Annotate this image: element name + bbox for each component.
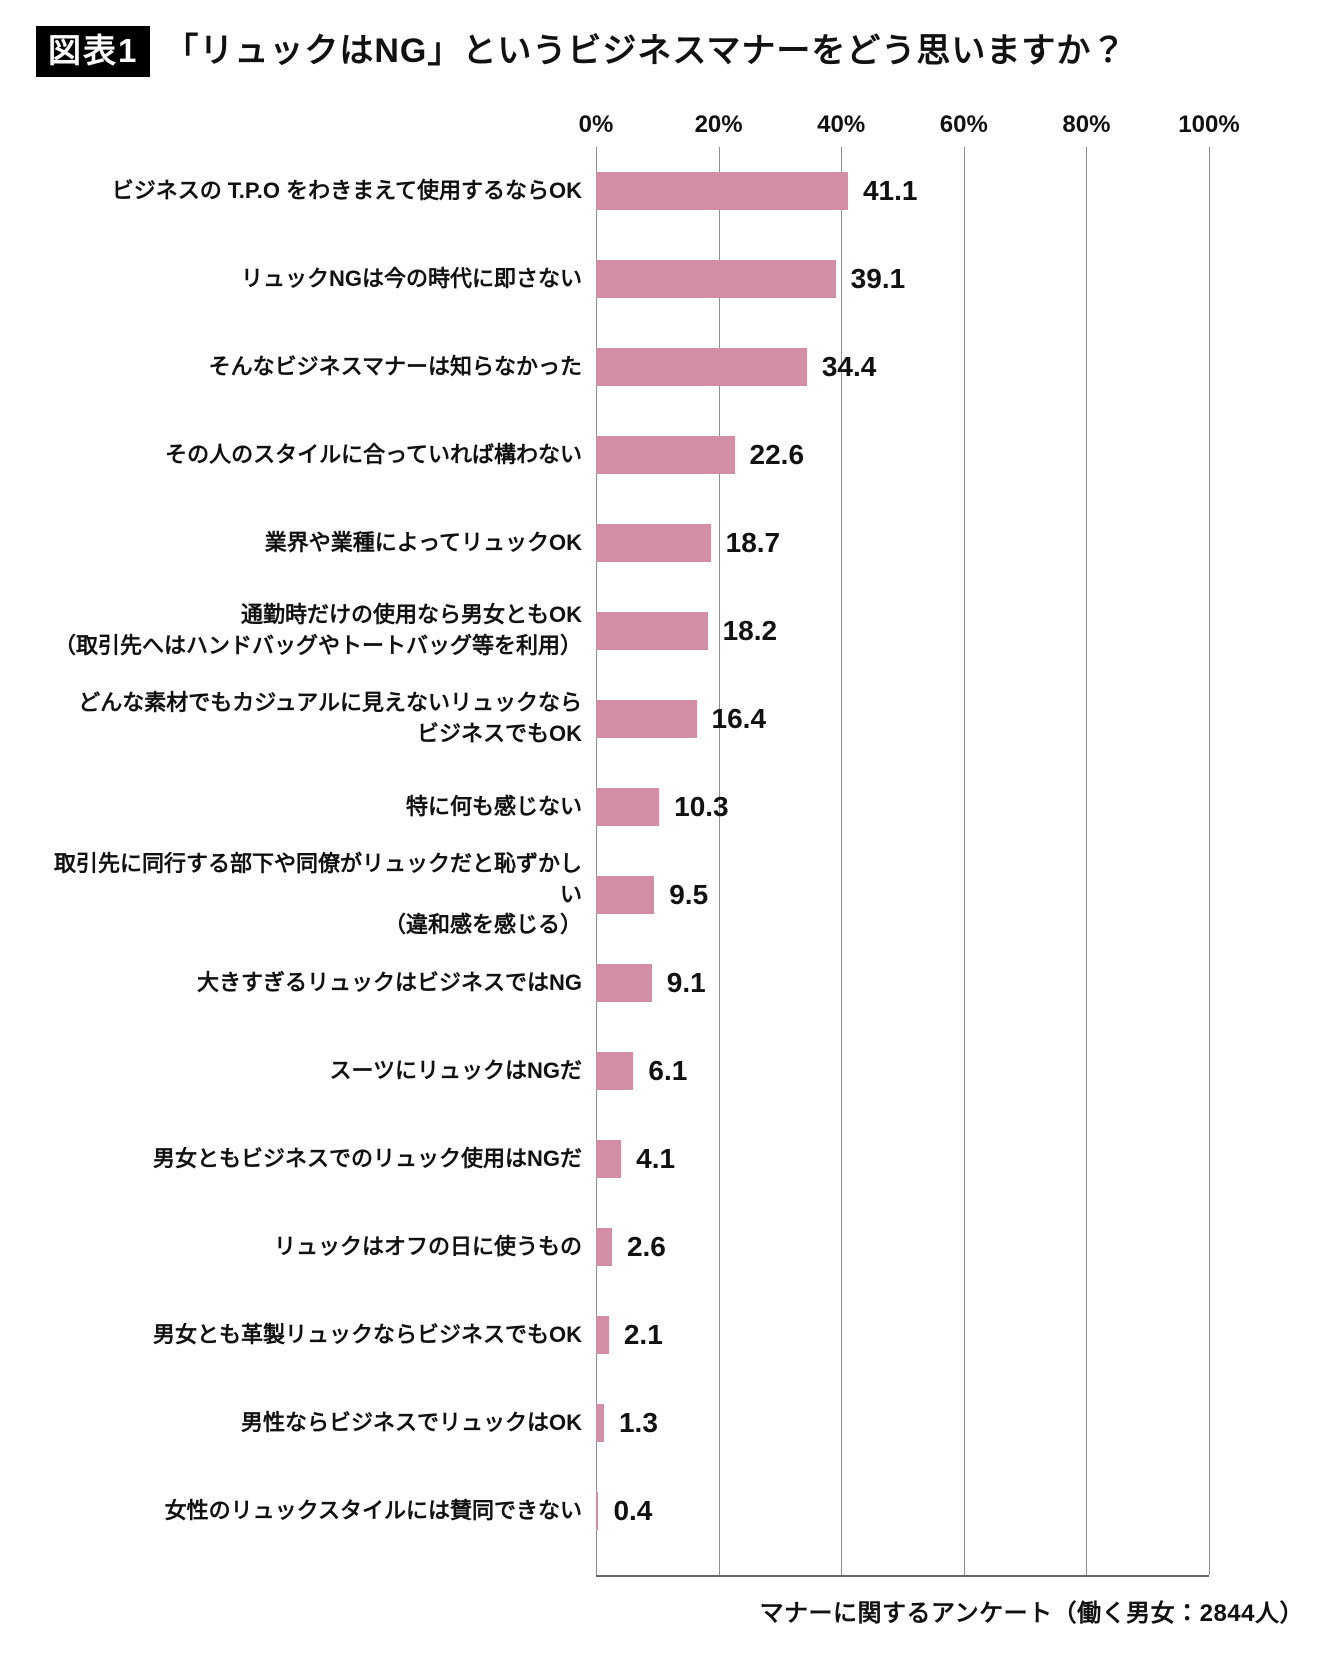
chart-row: リュックはオフの日に使うもの 2.6 bbox=[36, 1203, 1209, 1291]
category-label: どんな素材でもカジュアルに見えないリュックなら ビジネスでもOK bbox=[78, 690, 582, 746]
bar-track: 16.4 bbox=[596, 675, 1209, 763]
chart-row: 女性のリュックスタイルには賛同できない 0.4 bbox=[36, 1467, 1209, 1555]
gridline bbox=[1209, 147, 1210, 1575]
bar-track: 10.3 bbox=[596, 763, 1209, 851]
x-tick-label: 80% bbox=[1062, 111, 1111, 138]
chart-row: 特に何も感じない 10.3 bbox=[36, 763, 1209, 851]
chart-row: スーツにリュックはNGだ 6.1 bbox=[36, 1027, 1209, 1115]
chart-row: どんな素材でもカジュアルに見えないリュックなら ビジネスでもOK 16.4 bbox=[36, 675, 1209, 763]
bar-track: 1.3 bbox=[596, 1379, 1209, 1467]
value-label: 2.6 bbox=[626, 1231, 666, 1262]
value-label: 9.5 bbox=[669, 879, 709, 910]
bar bbox=[596, 436, 735, 474]
bar bbox=[596, 788, 660, 826]
chart-row: 大きすぎるリュックはビジネスではNG 9.1 bbox=[36, 939, 1209, 1027]
value-label: 39.1 bbox=[850, 263, 906, 294]
x-tick-label: 60% bbox=[939, 111, 988, 138]
x-tick-label: 20% bbox=[694, 111, 743, 138]
x-tick-label: 40% bbox=[817, 111, 866, 138]
bar-track: 18.7 bbox=[596, 499, 1209, 587]
value-label: 1.3 bbox=[618, 1407, 658, 1438]
bar bbox=[596, 1228, 612, 1266]
bar bbox=[596, 964, 652, 1002]
bar-track: 39.1 bbox=[596, 235, 1209, 323]
chart-row: そんなビジネスマナーは知らなかった 34.4 bbox=[36, 323, 1209, 411]
value-label: 0.4 bbox=[613, 1495, 653, 1526]
source-note: マナーに関するアンケート（働く男女：2844人） bbox=[759, 1600, 1304, 1627]
bar bbox=[596, 172, 848, 210]
chart-row: ビジネスの T.P.O をわきまえて使用するならOK 41.1 bbox=[36, 147, 1209, 235]
category-label: その人のスタイルに合っていれば構わない bbox=[165, 441, 582, 467]
bar bbox=[596, 1492, 599, 1530]
value-label: 41.1 bbox=[862, 175, 918, 206]
figure-badge: 図表1 bbox=[36, 26, 151, 77]
bar bbox=[596, 260, 836, 298]
category-label: 女性のリュックスタイルには賛同できない bbox=[164, 1497, 582, 1523]
value-label: 10.3 bbox=[674, 791, 729, 822]
value-label: 18.2 bbox=[722, 615, 778, 646]
bar-track: 22.6 bbox=[596, 411, 1209, 499]
category-label: 男女ともビジネスでのリュック使用はNGだ bbox=[152, 1145, 582, 1171]
bar-track: 9.1 bbox=[596, 939, 1209, 1027]
category-label: リュックNGは今の時代に即さない bbox=[240, 265, 582, 291]
bar bbox=[596, 524, 711, 562]
bar-track: 4.1 bbox=[596, 1115, 1209, 1203]
value-label: 34.4 bbox=[821, 351, 877, 382]
plot-area: ビジネスの T.P.O をわきまえて使用するならOK 41.1 リュックNGは今の時… bbox=[36, 147, 1210, 1577]
bar-track: 6.1 bbox=[596, 1027, 1209, 1115]
bar bbox=[596, 876, 655, 914]
chart-row: 取引先に同行する部下や同僚がリュックだと恥ずかしい （違和感を感じる） 9.5 bbox=[36, 851, 1209, 939]
category-label: ビジネスの T.P.O をわきまえて使用するならOK bbox=[111, 177, 582, 203]
chart-rows: ビジネスの T.P.O をわきまえて使用するならOK 41.1 リュックNGは今の時… bbox=[36, 147, 1209, 1555]
category-label: そんなビジネスマナーは知らなかった bbox=[208, 353, 582, 379]
chart-row: 男女ともビジネスでのリュック使用はNGだ 4.1 bbox=[36, 1115, 1209, 1203]
chart-title: 「リュックはNG」というビジネスマナーをどう思いますか？ bbox=[164, 32, 1127, 71]
bar-track: 34.4 bbox=[596, 323, 1209, 411]
bar-track: 18.2 bbox=[596, 587, 1209, 675]
category-label: 通勤時だけの使用なら男女ともOK （取引先へはハンドバッグやトートバッグ等を利用… bbox=[53, 602, 582, 658]
chart-row: リュックNGは今の時代に即さない 39.1 bbox=[36, 235, 1209, 323]
category-label: 業界や業種によってリュックOK bbox=[264, 529, 582, 555]
chart-row: 男性ならビジネスでリュックはOK 1.3 bbox=[36, 1379, 1209, 1467]
bar-chart: 0% 20% 40% 60% 80% 100% ビジネスの T.P.O をわきまえて使用す… bbox=[36, 107, 1240, 1577]
bar bbox=[596, 700, 697, 738]
x-tick-label: 0% bbox=[578, 111, 614, 138]
value-label: 4.1 bbox=[636, 1143, 676, 1174]
value-label: 22.6 bbox=[749, 439, 805, 470]
bar bbox=[596, 612, 708, 650]
category-label: 特に何も感じない bbox=[405, 793, 582, 819]
bar-track: 9.5 bbox=[596, 851, 1209, 939]
value-label: 2.1 bbox=[623, 1319, 663, 1350]
chart-row: 男女とも革製リュックならビジネスでもOK 2.1 bbox=[36, 1291, 1209, 1379]
value-label: 9.1 bbox=[666, 967, 706, 998]
chart-row: 業界や業種によってリュックOK 18.7 bbox=[36, 499, 1209, 587]
category-label: 男女とも革製リュックならビジネスでもOK bbox=[152, 1321, 582, 1347]
value-label: 18.7 bbox=[725, 527, 781, 558]
bar bbox=[596, 1404, 604, 1442]
bar bbox=[596, 1140, 622, 1178]
bar bbox=[596, 1316, 609, 1354]
bar bbox=[596, 348, 807, 386]
chart-row: その人のスタイルに合っていれば構わない 22.6 bbox=[36, 411, 1209, 499]
value-label: 6.1 bbox=[648, 1055, 688, 1086]
chart-row: 通勤時だけの使用なら男女ともOK （取引先へはハンドバッグやトートバッグ等を利用… bbox=[36, 587, 1209, 675]
x-tick-label: 100% bbox=[1178, 111, 1240, 138]
category-label: スーツにリュックはNGだ bbox=[329, 1057, 582, 1083]
bar-track: 2.6 bbox=[596, 1203, 1209, 1291]
category-label: 取引先に同行する部下や同僚がリュックだと恥ずかしい （違和感を感じる） bbox=[53, 850, 582, 938]
category-label: リュックはオフの日に使うもの bbox=[273, 1233, 582, 1259]
value-label: 16.4 bbox=[711, 703, 767, 734]
category-label: 男性ならビジネスでリュックはOK bbox=[240, 1409, 582, 1435]
bar-track: 2.1 bbox=[596, 1291, 1209, 1379]
x-axis: 0% 20% 40% 60% 80% 100% bbox=[579, 107, 1240, 147]
category-label: 大きすぎるリュックはビジネスではNG bbox=[196, 969, 582, 995]
bar-track: 0.4 bbox=[596, 1467, 1209, 1555]
chart-header: 図表1 「リュックはNG」というビジネスマナーをどう思いますか？ bbox=[36, 26, 1304, 77]
bar bbox=[596, 1052, 634, 1090]
bar-track: 41.1 bbox=[596, 147, 1209, 235]
